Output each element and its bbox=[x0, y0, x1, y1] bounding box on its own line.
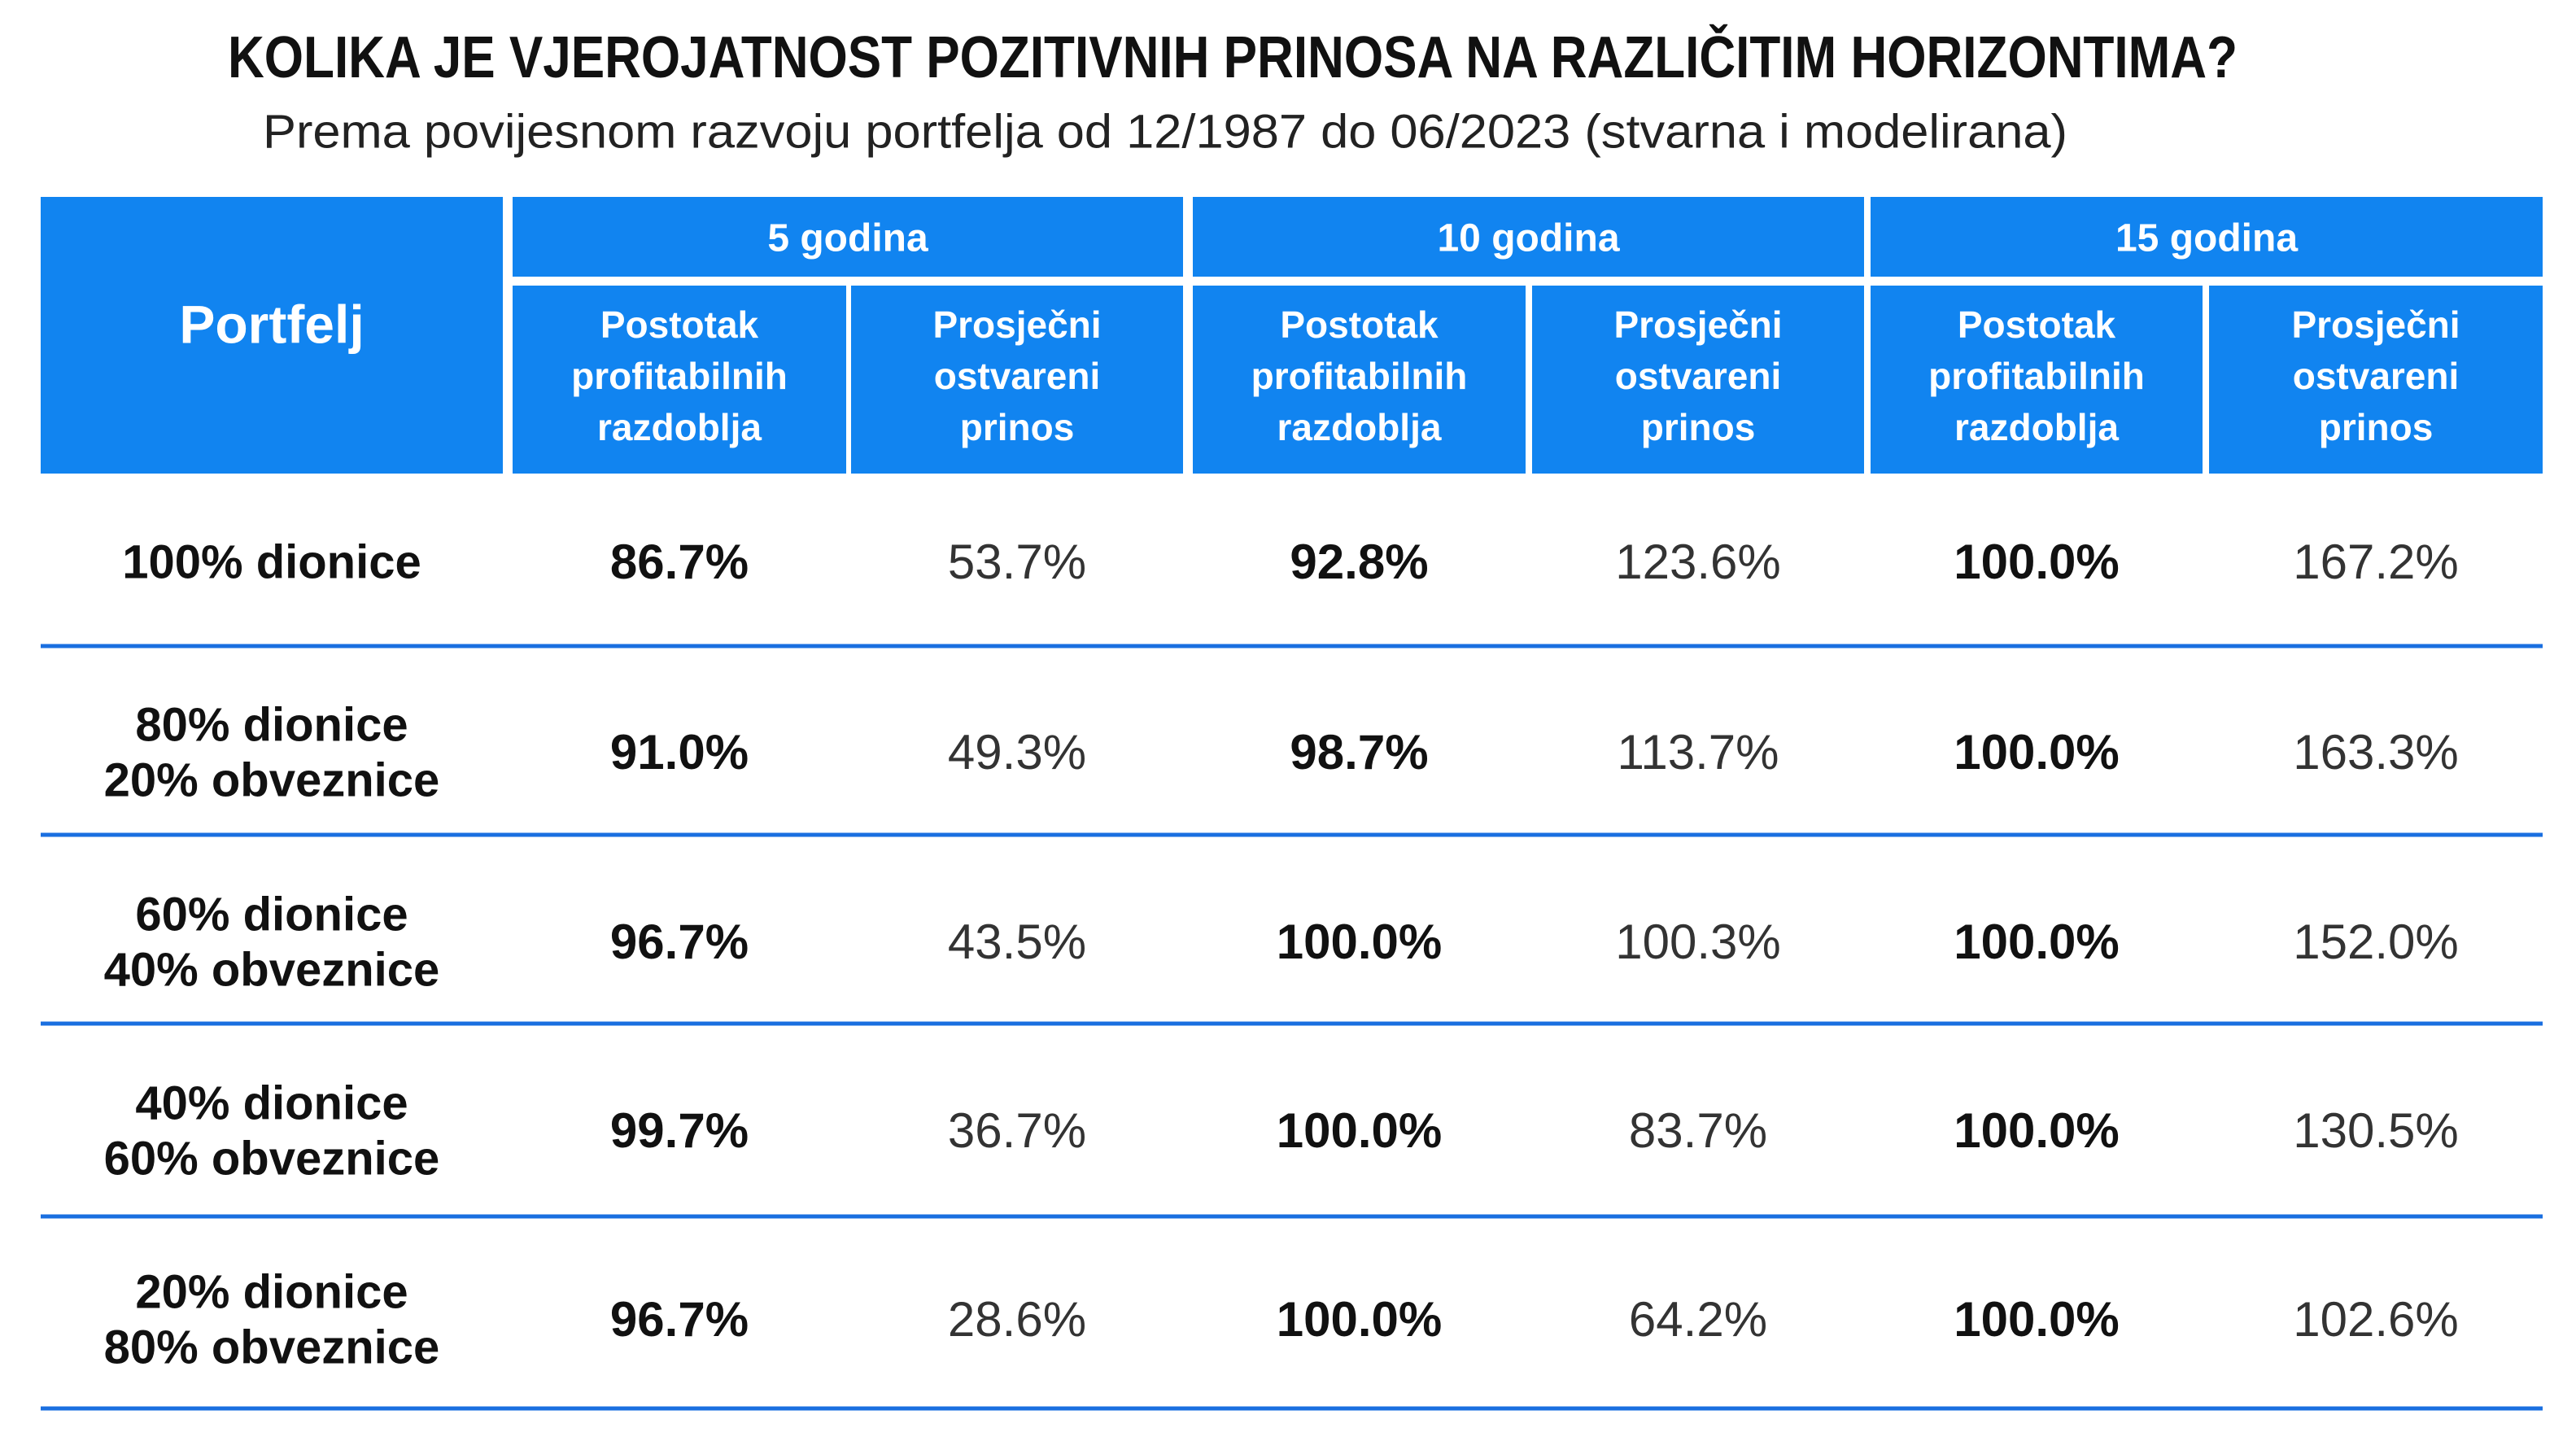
cell: 86.7% bbox=[610, 535, 749, 589]
cell: 100.0% bbox=[1954, 1103, 2120, 1158]
column-label: Prosječni bbox=[932, 303, 1101, 346]
cell: 100.0% bbox=[1954, 725, 2120, 779]
group-header bbox=[513, 197, 1183, 277]
cell: 100.3% bbox=[1615, 915, 1781, 969]
cell: 43.5% bbox=[948, 915, 1086, 969]
column-label: ostvareni bbox=[2293, 355, 2460, 397]
row-label: 40% dionice bbox=[135, 1076, 408, 1129]
cell: 100.0% bbox=[1954, 535, 2120, 589]
column-header bbox=[1193, 286, 1526, 474]
group-label: 5 godina bbox=[767, 217, 928, 260]
column-label: Postotak bbox=[1958, 303, 2116, 346]
column-label: Postotak bbox=[600, 303, 759, 346]
cell: 100.0% bbox=[1954, 915, 2120, 969]
column-label: ostvareni bbox=[1615, 355, 1782, 397]
cell: 53.7% bbox=[948, 535, 1086, 589]
column-label: Prosječni bbox=[1613, 303, 1782, 346]
cell: 83.7% bbox=[1629, 1103, 1767, 1158]
cell: 102.6% bbox=[2293, 1292, 2459, 1347]
column-label: prinos bbox=[960, 406, 1075, 448]
cell: 96.7% bbox=[610, 1292, 749, 1347]
cell: 100.0% bbox=[1277, 915, 1443, 969]
column-label: profitabilnih bbox=[1251, 355, 1468, 397]
column-label: profitabilnih bbox=[1928, 355, 2145, 397]
cell: 100.0% bbox=[1277, 1103, 1443, 1158]
row-label: 80% dionice bbox=[135, 698, 408, 751]
corner-label: Portfelj bbox=[179, 294, 364, 354]
cell: 100.0% bbox=[1277, 1292, 1443, 1347]
column-label: Prosječni bbox=[2291, 303, 2460, 346]
header-cell bbox=[41, 197, 503, 474]
row-label: 80% obveznice bbox=[104, 1321, 440, 1373]
column-label: razdoblja bbox=[597, 406, 762, 448]
cell: 130.5% bbox=[2293, 1103, 2459, 1158]
cell: 123.6% bbox=[1615, 535, 1781, 589]
column-header bbox=[2209, 286, 2543, 474]
group-label: 10 godina bbox=[1437, 217, 1619, 260]
group-header bbox=[1871, 197, 2543, 277]
cell: 49.3% bbox=[948, 725, 1086, 779]
column-header bbox=[1871, 286, 2203, 474]
cell: 163.3% bbox=[2293, 725, 2459, 779]
cell: 152.0% bbox=[2293, 915, 2459, 969]
cell: 91.0% bbox=[610, 725, 749, 779]
row-label: 20% dionice bbox=[135, 1265, 408, 1318]
cell: 99.7% bbox=[610, 1103, 749, 1158]
row-label: 20% obveznice bbox=[104, 753, 440, 806]
group-header bbox=[1193, 197, 1864, 277]
row-label: 60% dionice bbox=[135, 888, 408, 941]
subtitle: Prema povijesnom razvoju portfelja od 12… bbox=[263, 105, 2067, 158]
cell: 98.7% bbox=[1290, 725, 1428, 779]
row-label: 100% dionice bbox=[122, 535, 421, 588]
column-label: razdoblja bbox=[1277, 406, 1442, 448]
column-label: ostvareni bbox=[934, 355, 1101, 397]
row-label: 40% obveznice bbox=[104, 943, 440, 996]
cell: 113.7% bbox=[1617, 725, 1779, 779]
cell: 167.2% bbox=[2293, 535, 2459, 589]
cell: 36.7% bbox=[948, 1103, 1086, 1158]
group-label: 15 godina bbox=[2115, 217, 2298, 260]
column-label: Postotak bbox=[1280, 303, 1439, 346]
column-label: prinos bbox=[1641, 406, 1756, 448]
cell: 96.7% bbox=[610, 915, 749, 969]
row-label: 60% obveznice bbox=[104, 1132, 440, 1185]
column-header bbox=[513, 286, 846, 474]
cell: 92.8% bbox=[1290, 535, 1428, 589]
cell: 100.0% bbox=[1954, 1292, 2120, 1347]
column-label: prinos bbox=[2319, 406, 2434, 448]
column-label: profitabilnih bbox=[571, 355, 788, 397]
column-label: razdoblja bbox=[1954, 406, 2119, 448]
column-header bbox=[851, 286, 1183, 474]
cell: 28.6% bbox=[948, 1292, 1086, 1347]
title: KOLIKA JE VJEROJATNOST POZITIVNIH PRINOS… bbox=[228, 24, 2238, 90]
cell: 64.2% bbox=[1629, 1292, 1767, 1347]
column-header bbox=[1532, 286, 1864, 474]
